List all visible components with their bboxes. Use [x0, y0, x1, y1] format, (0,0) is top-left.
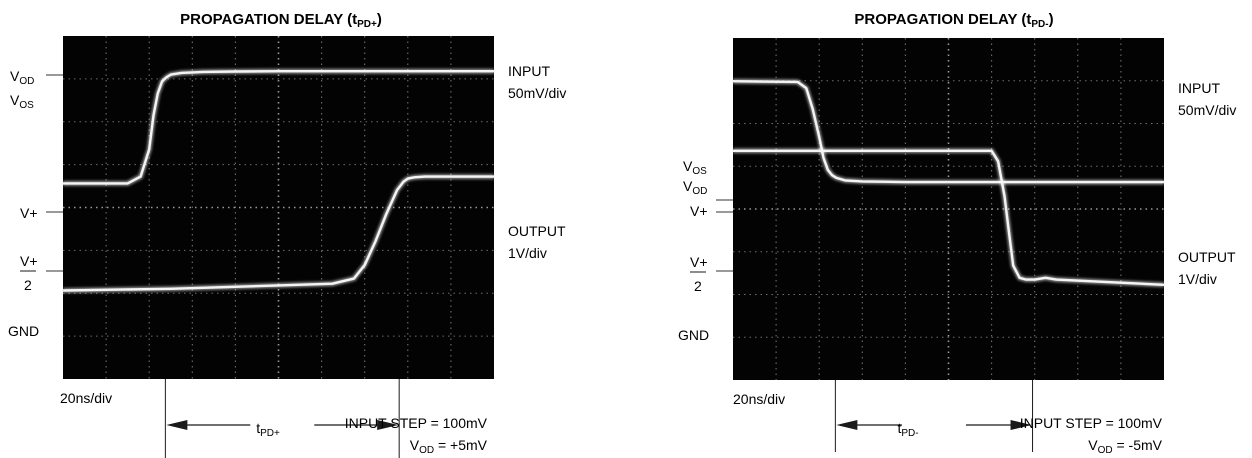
label-vos: VOS: [10, 92, 34, 111]
label-input-step: INPUT STEP = 100mV: [345, 415, 488, 431]
label-half-numerator: V+: [20, 253, 38, 269]
scope-panel-left: PROPAGATION DELAY (tPD+) VOD VOS V+ V+ 2…: [8, 11, 566, 458]
label-delay: tPD+: [256, 420, 280, 439]
label-vod-value: VOD = +5mV: [410, 437, 488, 456]
label-gnd: GND: [678, 327, 709, 343]
label-vod: VOD: [10, 68, 34, 87]
scope-traces: [731, 78, 1166, 288]
label-half-denominator: 2: [694, 278, 702, 294]
label-input-step: INPUT STEP = 100mV: [1020, 415, 1163, 431]
label-output-scale: 1V/div: [1178, 271, 1217, 287]
label-output: OUTPUT: [1178, 249, 1236, 265]
input-trace: [61, 70, 496, 185]
label-input: INPUT: [508, 63, 550, 79]
scope-traces: [61, 68, 496, 293]
label-output: OUTPUT: [508, 223, 566, 239]
label-gnd: GND: [8, 323, 39, 339]
arrow-right-icon: [1010, 420, 1032, 430]
label-delay: tPD-: [897, 420, 918, 439]
chart-title: PROPAGATION DELAY (tPD+): [180, 11, 382, 30]
scope-grid: [63, 36, 494, 379]
label-half-numerator: V+: [690, 254, 708, 270]
output-trace: [61, 175, 496, 292]
label-input-scale: 50mV/div: [1178, 102, 1236, 118]
label-output-scale: 1V/div: [508, 245, 547, 261]
label-vod: VOD: [683, 178, 707, 197]
chart-title: PROPAGATION DELAY (tPD-): [854, 11, 1053, 30]
scope-grid: [733, 38, 1164, 380]
scope-panel-right: PROPAGATION DELAY (tPD-) VOS VOD V+ V+ 2…: [678, 11, 1236, 456]
arrow-right-icon: [377, 420, 399, 430]
label-vod-value: VOD = -5mV: [1088, 437, 1162, 456]
delay-marker: [164, 379, 400, 458]
label-vplus: V+: [20, 205, 38, 221]
label-time-scale: 20ns/div: [60, 390, 112, 406]
label-input: INPUT: [1178, 80, 1220, 96]
input-trace: [731, 80, 1166, 184]
label-input-scale: 50mV/div: [508, 85, 566, 101]
delay-marker: [834, 380, 1034, 452]
label-half-denominator: 2: [24, 277, 32, 293]
arrow-left-icon: [836, 420, 858, 430]
label-vos: VOS: [683, 158, 707, 177]
output-trace: [731, 149, 1166, 286]
label-vplus: V+: [690, 203, 708, 219]
arrow-left-icon: [166, 420, 188, 430]
label-time-scale: 20ns/div: [733, 391, 785, 407]
